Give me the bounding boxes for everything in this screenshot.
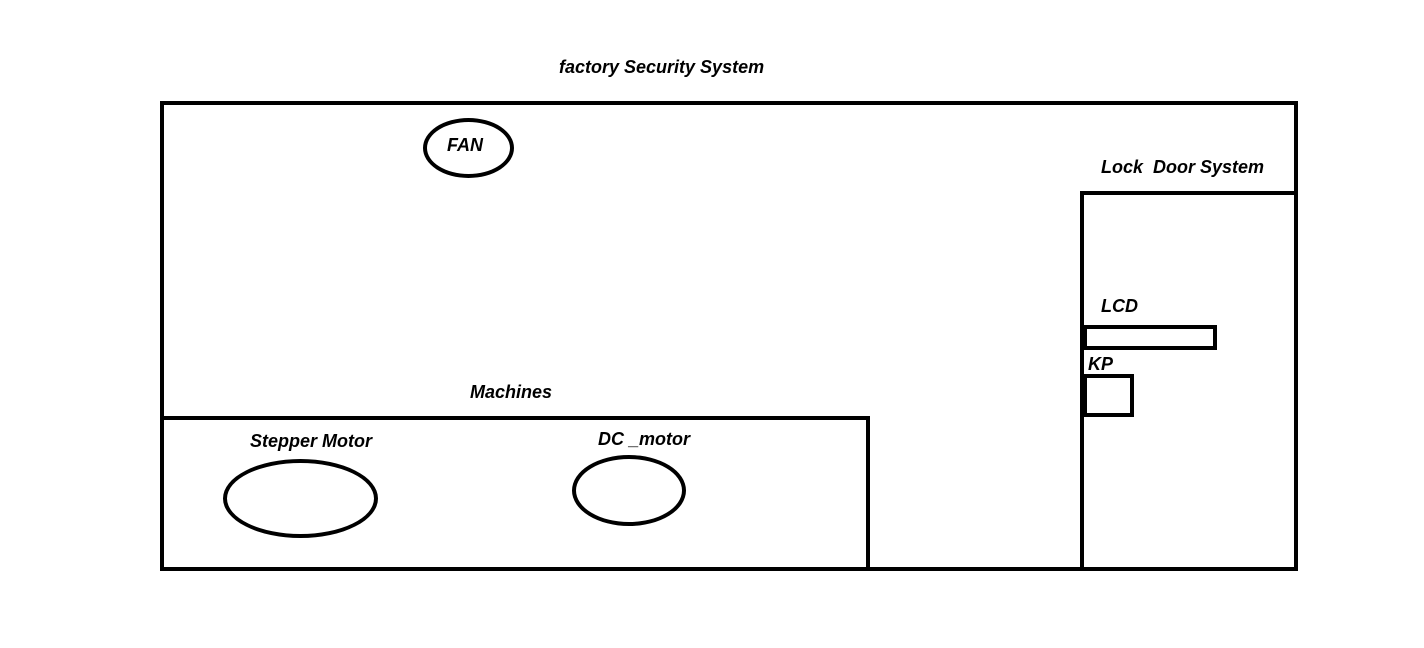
- diagram-title: factory Security System: [559, 57, 765, 77]
- machines-label: Machines: [470, 382, 553, 402]
- keypad-label: KP: [1088, 354, 1114, 374]
- stepper-motor-icon: [223, 459, 378, 538]
- fan-label: FAN: [447, 135, 483, 155]
- machines-box: [160, 416, 870, 571]
- stepper-motor-label: Stepper Motor: [250, 431, 373, 451]
- lock-door-system-box: [1080, 191, 1298, 571]
- dc-motor-icon: [572, 455, 686, 526]
- fan-icon: [423, 118, 514, 178]
- dc-motor-label: DC _motor: [598, 429, 691, 449]
- keypad-icon: [1083, 374, 1134, 417]
- lcd-display: [1083, 325, 1217, 350]
- lock-door-system-label: Lock Door System: [1101, 157, 1265, 177]
- lcd-label: LCD: [1101, 296, 1138, 316]
